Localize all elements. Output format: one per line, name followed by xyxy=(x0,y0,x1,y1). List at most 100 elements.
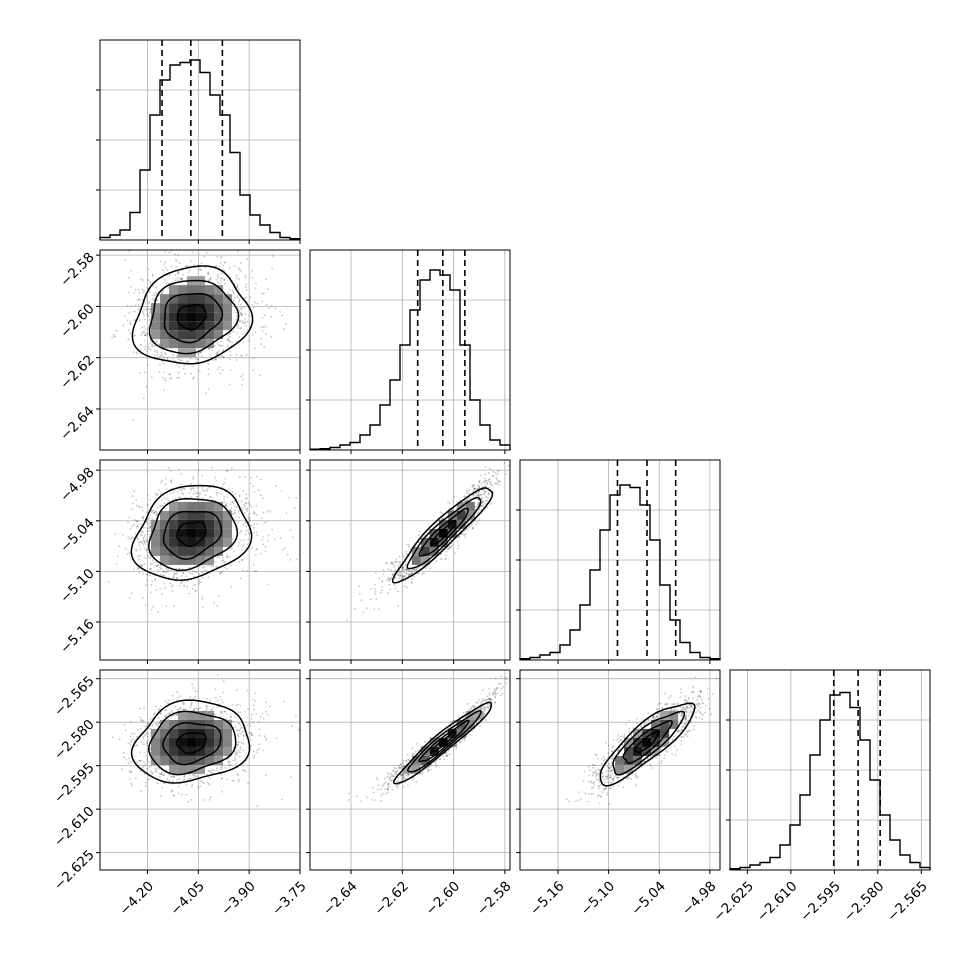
density-cell xyxy=(169,339,179,349)
scatter-point xyxy=(143,340,146,342)
scatter-point xyxy=(145,584,147,587)
scatter-point xyxy=(197,358,199,361)
scatter-point xyxy=(256,548,258,551)
scatter-point xyxy=(612,777,615,779)
scatter-point xyxy=(589,769,591,772)
scatter-point xyxy=(586,800,589,803)
scatter-point xyxy=(161,292,164,294)
scatter-point xyxy=(127,742,130,744)
scatter-point xyxy=(199,352,202,354)
scatter-point xyxy=(477,494,479,497)
scatter-point xyxy=(242,545,245,548)
scatter-point xyxy=(263,735,266,738)
scatter-point xyxy=(234,756,236,759)
scatter-point xyxy=(148,528,151,530)
scatter-point xyxy=(189,269,191,271)
scatter-point xyxy=(220,768,222,771)
scatter-point xyxy=(150,568,152,570)
scatter-point xyxy=(177,272,180,275)
scatter-point xyxy=(595,754,598,756)
scatter-point xyxy=(409,570,412,572)
scatter-point xyxy=(250,732,253,735)
scatter-point xyxy=(478,725,481,727)
scatter-point xyxy=(596,795,599,798)
scatter-point xyxy=(698,703,701,706)
scatter-point xyxy=(226,469,228,472)
scatter-point xyxy=(218,366,221,369)
scatter-point xyxy=(230,344,233,347)
scatter-point xyxy=(216,556,219,559)
density-cell xyxy=(633,755,643,765)
scatter-point xyxy=(145,784,147,787)
scatter-point xyxy=(228,555,231,558)
density-cell xyxy=(223,537,233,547)
scatter-point xyxy=(684,695,687,697)
y-tick-label: −4.98 xyxy=(57,464,98,505)
x-tick-label: −2.565 xyxy=(884,878,931,925)
scatter-point xyxy=(271,528,274,531)
scatter-point xyxy=(237,296,239,299)
density-cell xyxy=(187,719,197,729)
scatter-point xyxy=(147,315,150,317)
scatter-point xyxy=(369,587,372,590)
scatter-point xyxy=(126,553,129,556)
scatter-point xyxy=(181,269,184,272)
scatter-point xyxy=(486,705,489,708)
scatter-point xyxy=(257,489,260,492)
scatter-point xyxy=(147,302,150,305)
scatter-point xyxy=(661,707,664,710)
scatter-point xyxy=(471,522,473,525)
scatter-point xyxy=(382,573,385,576)
scatter-point xyxy=(207,272,209,275)
density-cell xyxy=(669,710,679,720)
scatter-point xyxy=(670,695,672,697)
contour-line xyxy=(130,699,251,784)
scatter-point xyxy=(180,489,183,491)
x-tick-label: −3.90 xyxy=(218,878,259,919)
scatter-point xyxy=(122,324,125,327)
scatter-point xyxy=(415,780,418,783)
scatter-point xyxy=(236,729,239,732)
scatter-point xyxy=(234,505,237,507)
scatter-point xyxy=(149,556,152,559)
scatter-point xyxy=(133,568,135,571)
scatter-point xyxy=(685,705,688,708)
density-cell xyxy=(178,555,188,565)
scatter-point xyxy=(127,521,129,523)
scatter-point xyxy=(144,734,146,737)
scatter-point xyxy=(481,700,484,703)
scatter-point xyxy=(671,753,673,756)
scatter-point xyxy=(252,756,255,759)
scatter-point xyxy=(591,772,594,775)
scatter-point xyxy=(690,691,693,694)
scatter-point xyxy=(248,723,251,725)
scatter-point xyxy=(207,565,209,567)
scatter-point xyxy=(174,274,177,276)
scatter-point xyxy=(477,503,479,505)
scatter-point xyxy=(384,788,387,790)
scatter-point xyxy=(258,374,261,377)
density-cell xyxy=(205,546,215,556)
scatter-point xyxy=(386,562,388,565)
density-cell xyxy=(420,746,430,756)
density-cell xyxy=(214,330,224,340)
scatter-point xyxy=(214,358,217,361)
y-tick-label: −5.04 xyxy=(57,515,98,556)
scatter-point xyxy=(404,575,407,577)
panel-frame xyxy=(99,669,301,871)
scatter-point xyxy=(493,690,495,693)
scatter-point xyxy=(146,307,149,310)
scatter-point xyxy=(184,265,187,268)
scatter-point xyxy=(209,276,212,279)
scatter-point xyxy=(685,708,687,711)
scatter-point xyxy=(483,490,486,493)
scatter-point xyxy=(159,363,161,366)
density-cell xyxy=(196,312,206,322)
scatter-point xyxy=(170,790,173,793)
scatter-point xyxy=(222,557,224,559)
scatter-point xyxy=(142,537,145,540)
scatter-point xyxy=(164,502,166,505)
scatter-point xyxy=(145,300,147,303)
scatter-point xyxy=(180,581,183,584)
scatter-point xyxy=(145,781,147,784)
